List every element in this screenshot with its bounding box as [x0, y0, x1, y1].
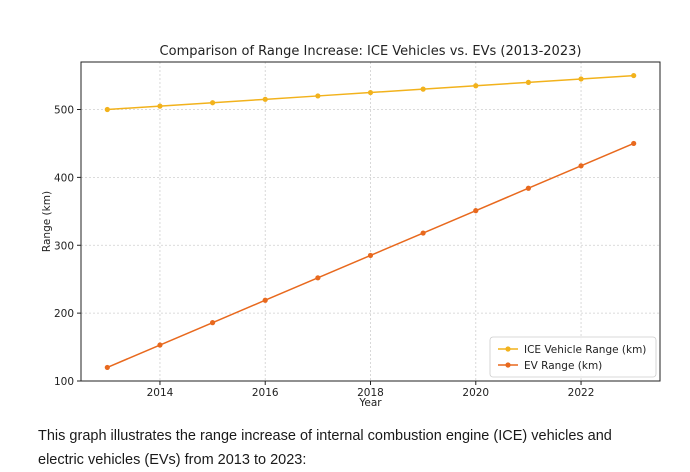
- data-point: [104, 106, 110, 113]
- y-tick-label: 400: [54, 172, 74, 184]
- data-point: [315, 93, 321, 99]
- data-point: [367, 252, 374, 259]
- data-point: [631, 140, 637, 147]
- y-tick-label: 300: [54, 240, 74, 252]
- data-point: [631, 72, 637, 79]
- legend: ICE Vehicle Range (km) EV Range (km): [489, 336, 657, 378]
- x-tick-label: 2014: [147, 387, 174, 399]
- legend-label: ICE Vehicle Range (km): [524, 344, 646, 356]
- data-point: [578, 76, 584, 82]
- legend-marker: [505, 346, 511, 352]
- y-tick-label: 500: [54, 105, 74, 117]
- y-tick-label: 200: [54, 308, 74, 320]
- x-axis-label: Year: [358, 397, 382, 409]
- axes: 2014 2016 2018 2020 2022 100 200 300 400 500: [54, 61, 661, 399]
- data-point: [157, 342, 163, 348]
- data-point: [473, 83, 479, 89]
- x-tick-label: 2020: [462, 387, 489, 399]
- data-point: [578, 163, 584, 169]
- data-point: [209, 320, 216, 326]
- data-point: [262, 297, 268, 303]
- data-point: [104, 364, 110, 371]
- data-point: [525, 79, 532, 85]
- y-axis-label: Range (km): [41, 191, 53, 252]
- data-point: [262, 96, 268, 102]
- data-point: [420, 86, 426, 92]
- chart-caption: This graph illustrates the range increas…: [38, 428, 612, 468]
- series-1: [104, 72, 637, 113]
- data-point: [209, 100, 216, 106]
- chart-title: Comparison of Range Increase: ICE Vehicl…: [160, 44, 582, 59]
- y-tick-label: 100: [54, 376, 74, 388]
- data-point: [367, 89, 374, 96]
- data-point: [473, 208, 479, 214]
- legend-marker: [505, 362, 511, 368]
- x-tick-label: 2022: [568, 387, 595, 399]
- series-layer: [104, 72, 637, 371]
- data-point: [420, 230, 426, 236]
- x-tick-label: 2018: [357, 387, 384, 399]
- series-2: [104, 140, 637, 371]
- legend-label: EV Range (km): [524, 360, 602, 372]
- legend-box: [489, 336, 657, 378]
- x-tick-label: 2016: [252, 387, 279, 399]
- line-chart: Comparison of Range Increase: ICE Vehicl…: [41, 44, 661, 409]
- data-point: [315, 275, 321, 281]
- data-point: [525, 185, 532, 191]
- data-point: [157, 103, 163, 109]
- grid-lines: [81, 62, 660, 382]
